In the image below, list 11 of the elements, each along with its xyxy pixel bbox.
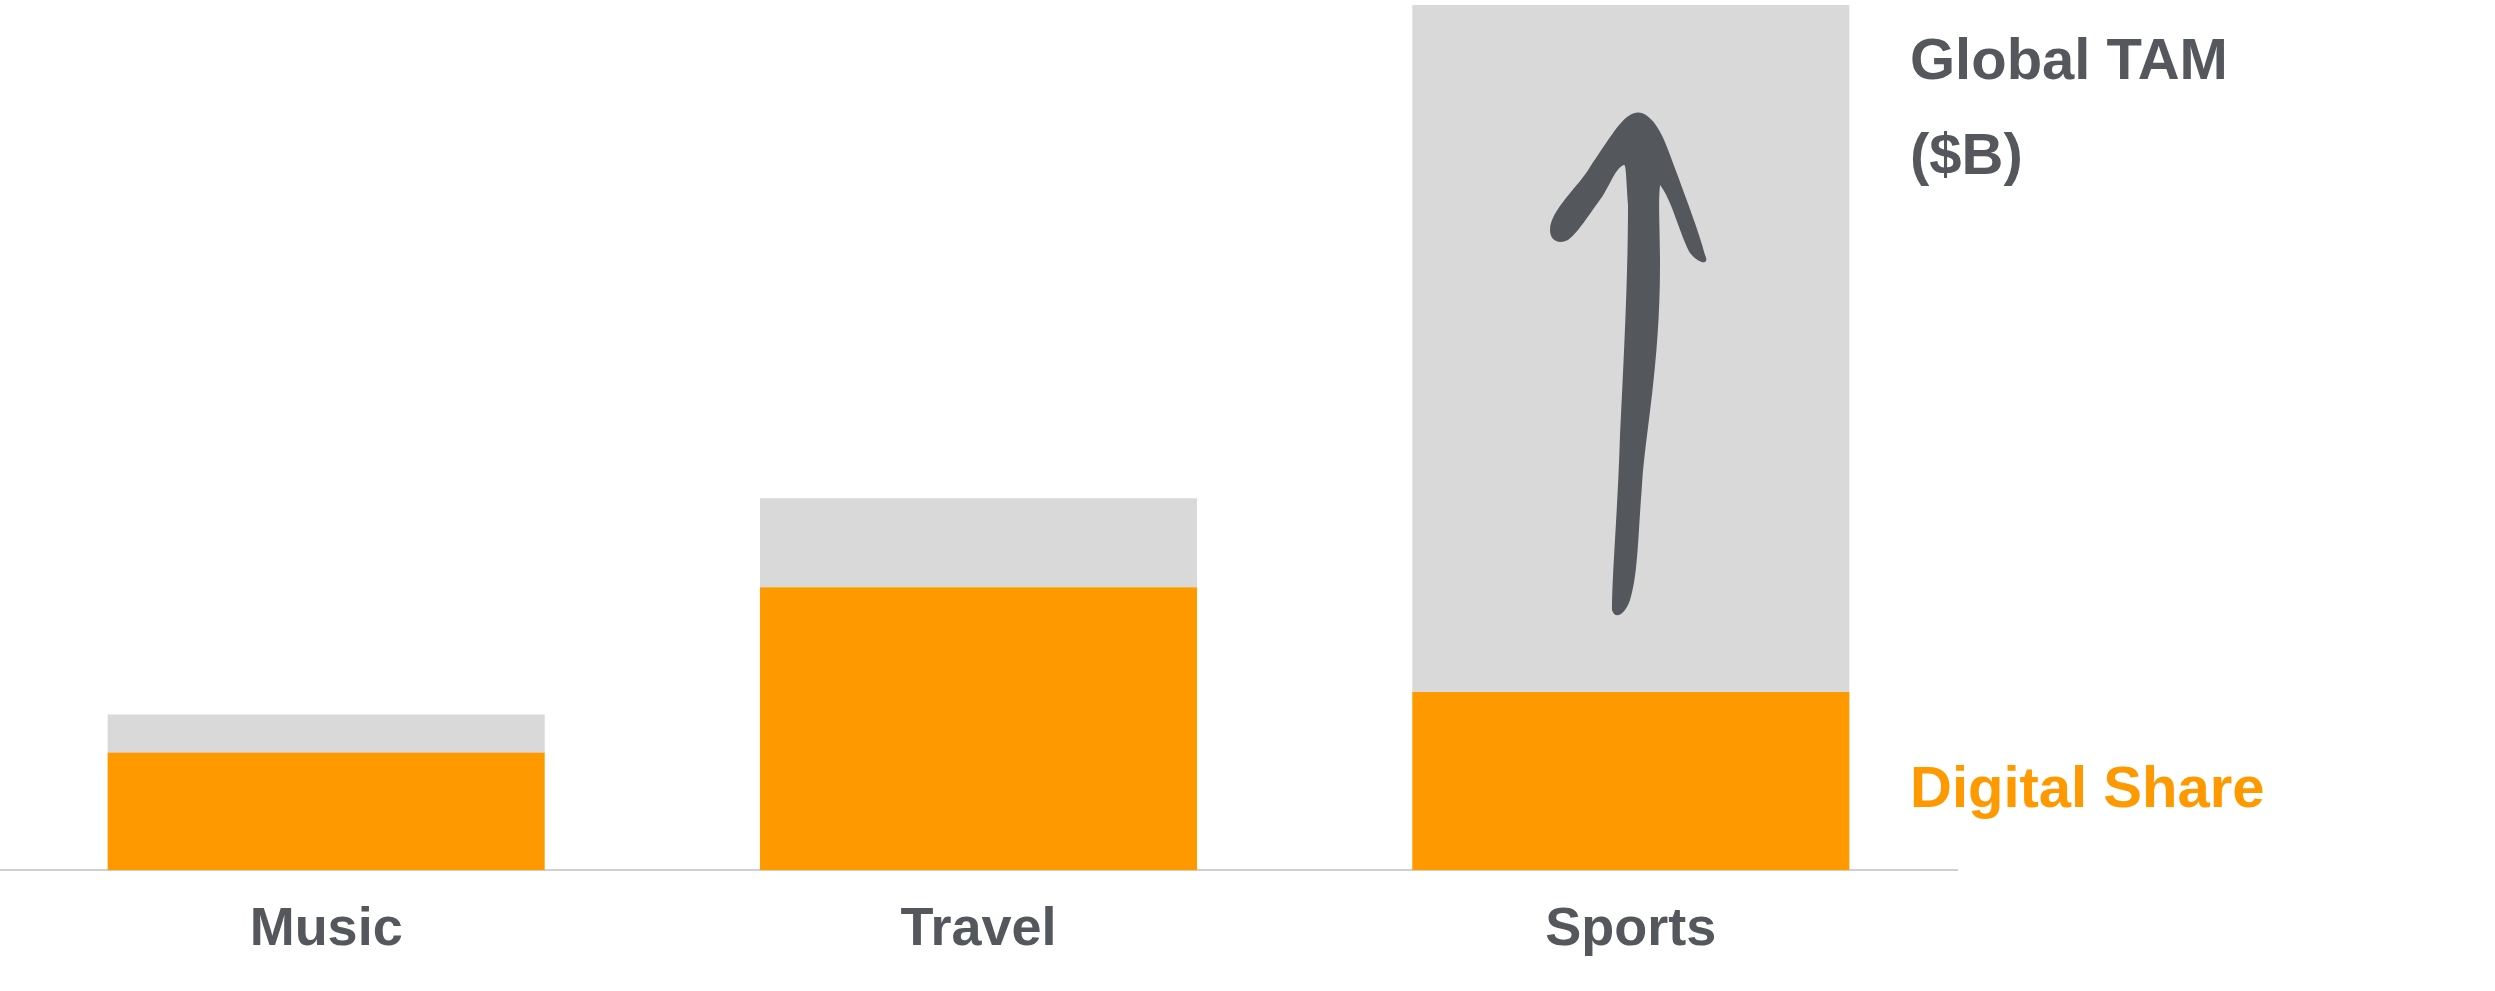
bar (1412, 691, 1850, 871)
series-label: Global TAM ($B) (1910, 26, 2228, 186)
bar (1412, 5, 1850, 692)
x-tick-label: Travel (900, 896, 1057, 957)
x-tick-label: Sports (1545, 896, 1717, 957)
bar (759, 587, 1198, 871)
series-label: Digital Share (1910, 754, 2265, 820)
x-tick-label: Music (249, 896, 403, 957)
bar (759, 498, 1198, 588)
bar (107, 714, 545, 753)
bar (107, 752, 545, 871)
